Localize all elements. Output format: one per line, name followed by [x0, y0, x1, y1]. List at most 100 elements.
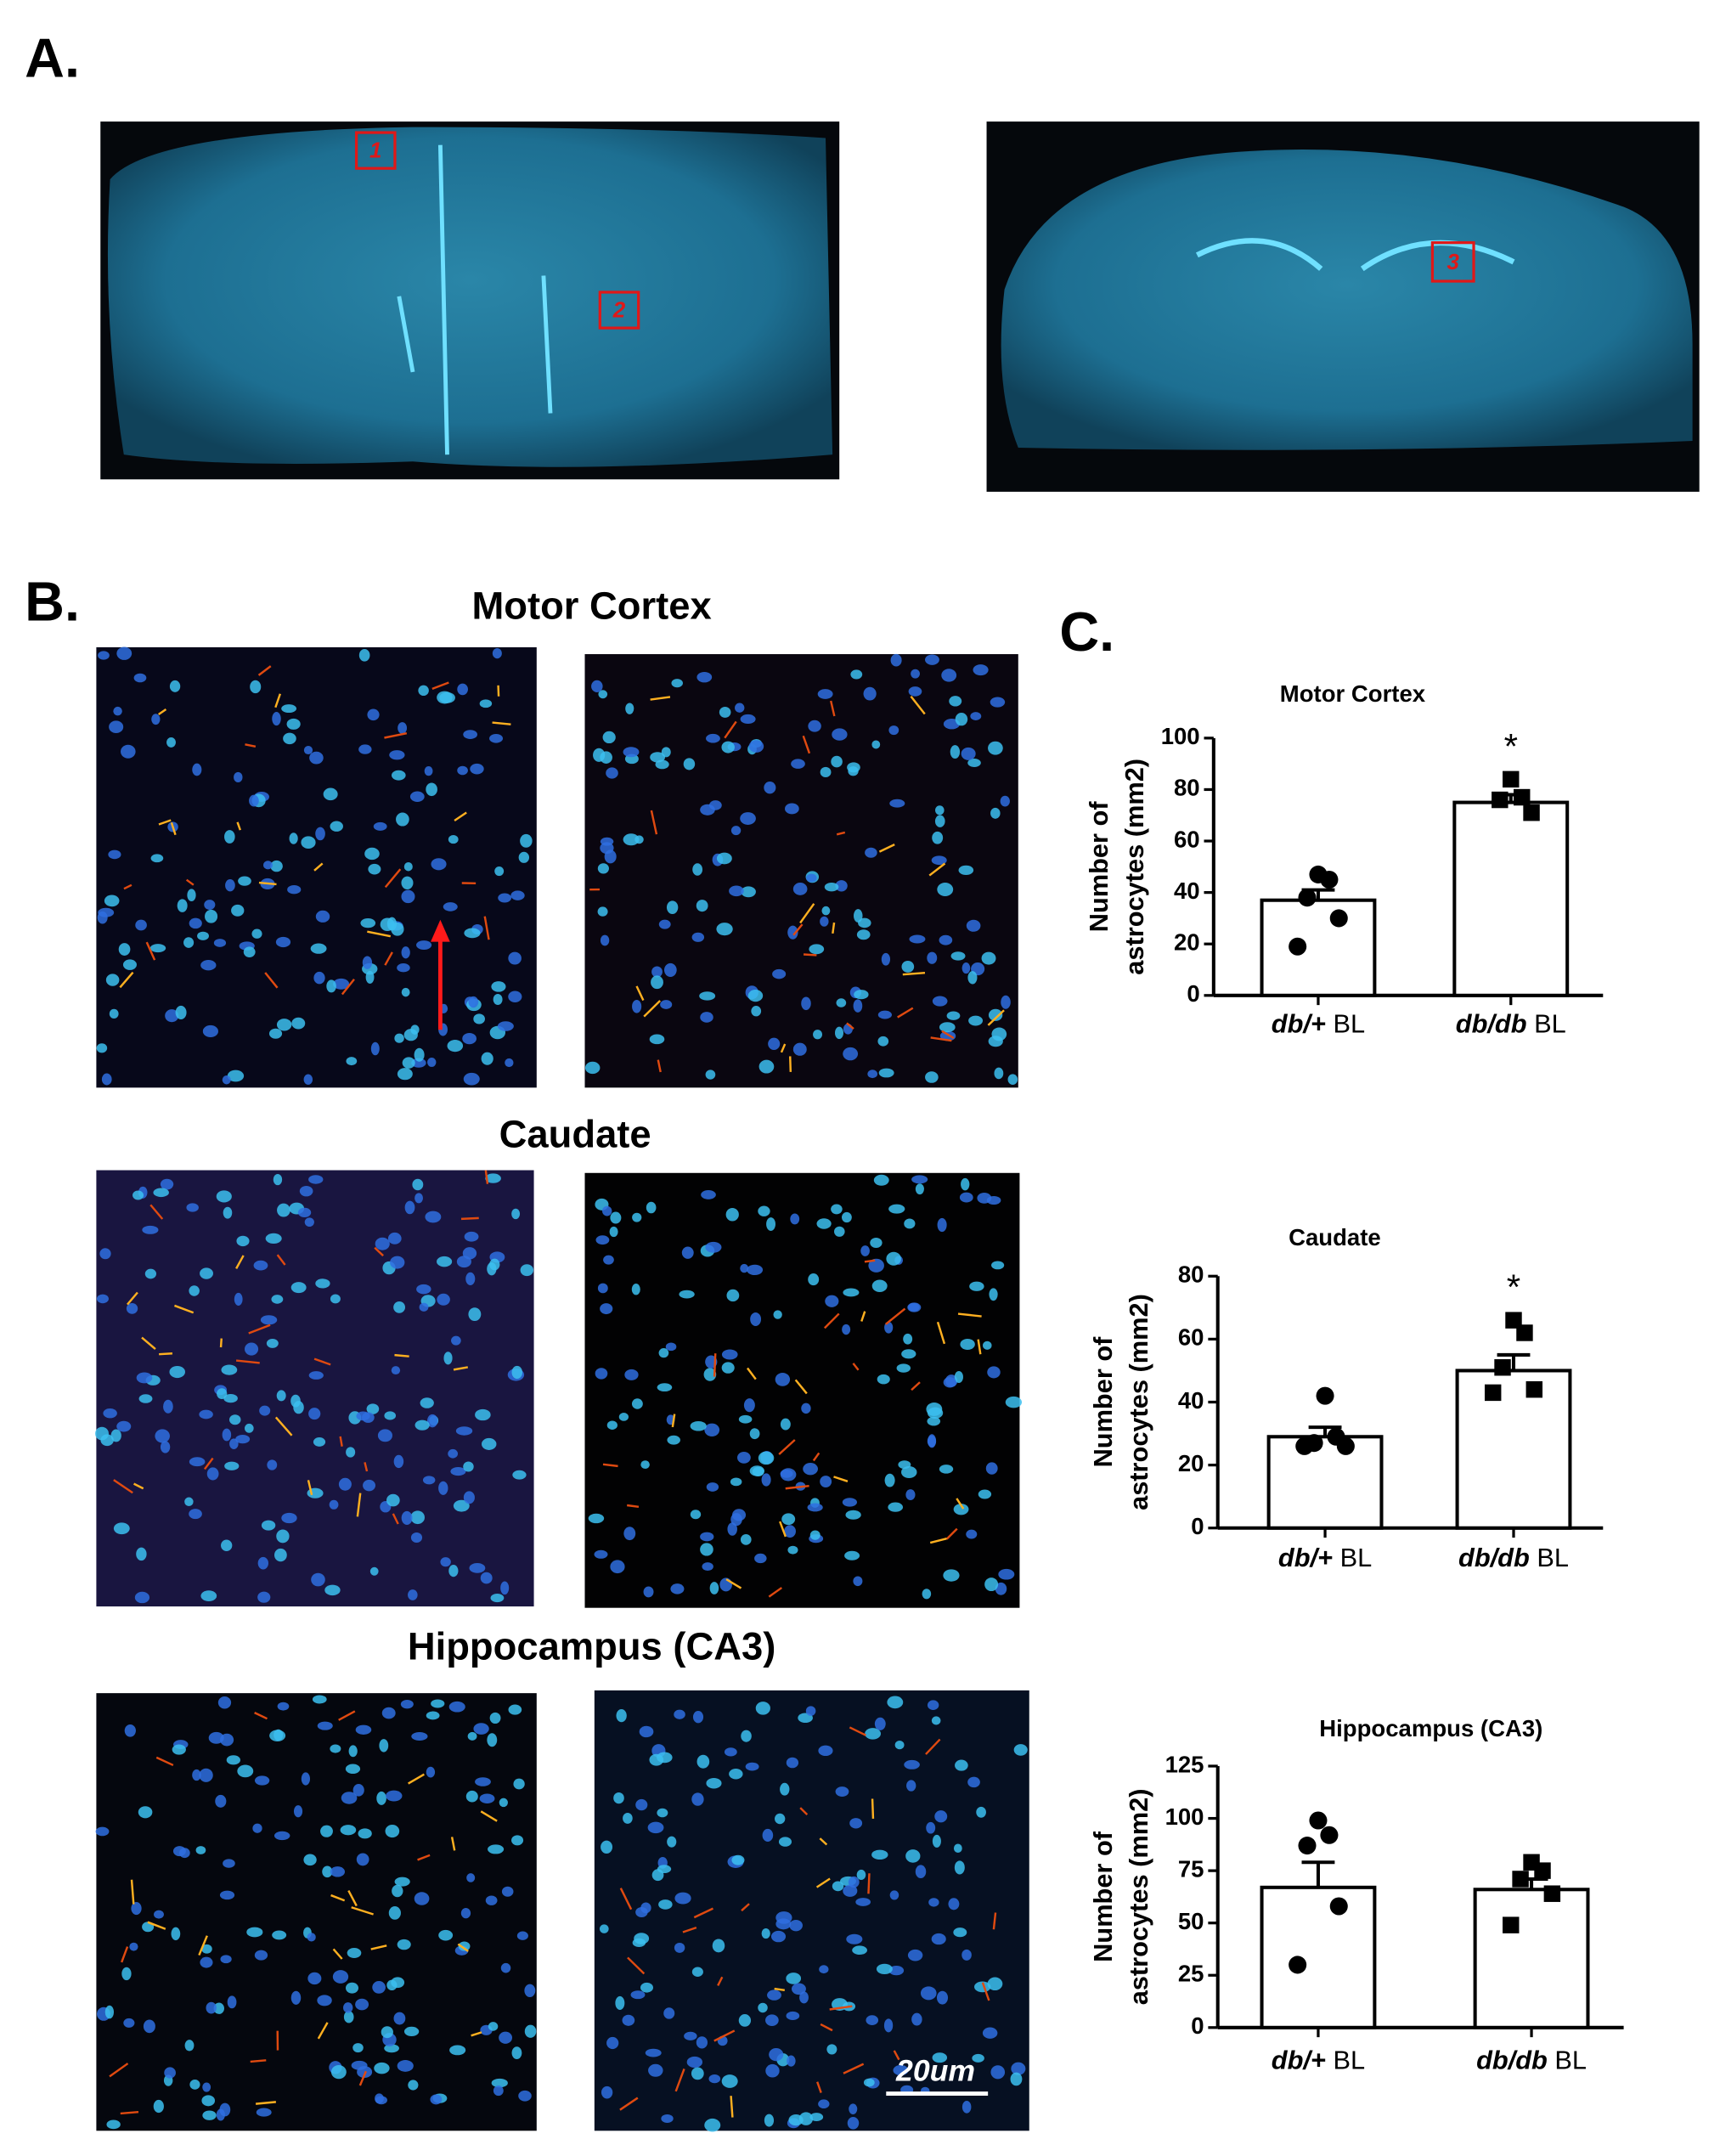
- nucleus: [716, 923, 733, 936]
- astrocyte-process: [910, 696, 926, 715]
- nucleus: [747, 1264, 764, 1275]
- slice-tissue: [107, 127, 833, 467]
- nucleus: [281, 704, 297, 714]
- y-tick-label: 40: [1174, 878, 1200, 904]
- nucleus: [489, 1712, 501, 1724]
- astrocyte-process: [453, 1366, 468, 1371]
- data-point: [1329, 909, 1348, 928]
- astrocyte-process: [471, 2031, 482, 2037]
- nucleus: [366, 1403, 380, 1414]
- y-tick-label: 40: [1178, 1387, 1204, 1414]
- nucleus: [99, 1248, 111, 1260]
- nucleus: [330, 1294, 341, 1304]
- nucleus: [990, 2065, 1006, 2080]
- nucleus: [595, 1235, 610, 1245]
- nucleus: [606, 1420, 618, 1430]
- nucleus: [904, 1218, 916, 1229]
- nucleus: [347, 1948, 362, 1958]
- nucleus: [386, 1790, 403, 1802]
- astrocyte-process: [133, 1482, 144, 1490]
- nucleus: [691, 1792, 704, 1806]
- nucleus: [431, 858, 447, 871]
- nucleus: [740, 1263, 749, 1273]
- nucleus: [863, 686, 877, 701]
- nucleus: [805, 1706, 816, 1716]
- data-point: [1320, 1826, 1339, 1844]
- x-tick-label: db/+ BL: [1272, 1009, 1365, 1039]
- nucleus: [360, 917, 376, 928]
- nucleus: [277, 1203, 290, 1217]
- nucleus: [966, 1529, 978, 1539]
- nucleus: [786, 1757, 799, 1769]
- nucleus: [516, 1931, 528, 1940]
- nucleus: [702, 1562, 713, 1572]
- y-axis-label: astrocytes (mm2): [1119, 759, 1149, 975]
- nucleus: [201, 2095, 216, 2107]
- data-point: [1309, 1811, 1328, 1830]
- nucleus: [775, 1372, 791, 1386]
- nucleus: [700, 1543, 713, 1556]
- chart-title: Motor Cortex: [1280, 680, 1426, 707]
- annotation: *: [1504, 726, 1518, 766]
- nucleus: [982, 2027, 998, 2039]
- astrocyte-process: [713, 1353, 717, 1377]
- nucleus: [831, 1204, 843, 1215]
- nucleus: [962, 2101, 972, 2114]
- nucleus: [623, 1812, 633, 1824]
- nucleus: [911, 1175, 928, 1184]
- nucleus: [104, 895, 120, 907]
- nucleus: [443, 1352, 453, 1365]
- panel-label: C.: [1059, 601, 1114, 663]
- nucleus: [408, 1589, 418, 1600]
- astrocyte-process: [274, 1416, 293, 1436]
- nucleus: [853, 1576, 863, 1587]
- nucleus: [493, 2085, 504, 2097]
- nucleus: [426, 1766, 436, 1778]
- nucleus: [640, 1982, 654, 1993]
- nucleus: [391, 1366, 401, 1375]
- nucleus: [887, 1696, 904, 1709]
- nucleus: [788, 2114, 804, 2126]
- nucleus: [726, 1289, 740, 1302]
- nucleus: [416, 940, 432, 950]
- astrocyte-process: [235, 1255, 245, 1269]
- nucleus: [758, 1059, 775, 1074]
- nucleus: [775, 1911, 792, 1924]
- nucleus: [927, 1435, 937, 1448]
- nucleus: [745, 1762, 759, 1771]
- nucleus: [690, 1420, 707, 1431]
- nucleus: [896, 1363, 911, 1373]
- nucleus: [927, 951, 938, 964]
- nucleus: [384, 1411, 397, 1420]
- nucleus: [100, 1434, 114, 1447]
- nucleus: [985, 1462, 998, 1475]
- nucleus: [738, 1414, 753, 1424]
- nucleus: [691, 1967, 703, 1977]
- nucleus: [623, 833, 640, 846]
- nucleus: [290, 1394, 301, 1408]
- nucleus: [303, 1854, 317, 1866]
- data-point: [1494, 1359, 1511, 1376]
- nucleus: [781, 1513, 796, 1526]
- astrocyte-process: [358, 2070, 367, 2086]
- scale-bar-label: 20um: [895, 2054, 975, 2088]
- astrocyte-process: [454, 811, 467, 822]
- nucleus: [939, 1022, 956, 1033]
- nucleus: [961, 747, 976, 760]
- nucleus: [277, 1702, 290, 1711]
- nucleus: [870, 1237, 883, 1248]
- nucleus: [340, 1825, 357, 1836]
- nucleus: [410, 1510, 425, 1525]
- nucleus: [144, 1268, 157, 1279]
- nucleus: [426, 1711, 440, 1720]
- astrocyte-process: [121, 1946, 129, 1963]
- nucleus: [186, 1203, 199, 1212]
- data-point: [1512, 1871, 1529, 1888]
- nucleus: [686, 2056, 703, 2069]
- nucleus: [343, 2011, 354, 2023]
- nucleus: [499, 1798, 508, 1808]
- nucleus: [138, 1394, 153, 1403]
- nucleus: [243, 946, 256, 958]
- astrocyte-process: [307, 1480, 313, 1496]
- bar: [1260, 1885, 1377, 2029]
